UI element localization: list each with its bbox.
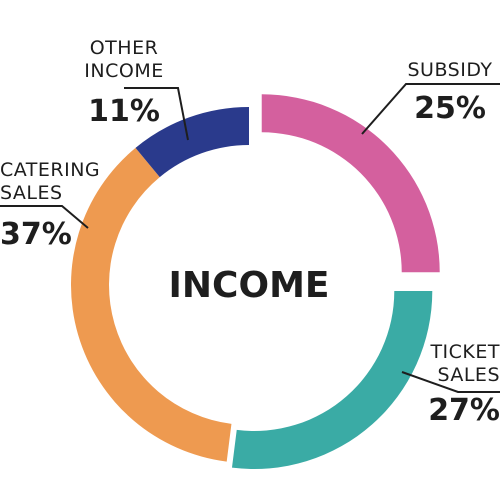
- slice-catering-sales: [70, 147, 232, 462]
- slice-labels: SUBSIDY25%TICKETSALES27%CATERINGSALES37%…: [0, 37, 500, 428]
- label-name-other-income-1: OTHER: [90, 37, 159, 59]
- label-name-ticket-sales-2: SALES: [437, 364, 500, 386]
- leader-lines: [0, 83, 500, 393]
- label-value-subsidy: 25%: [414, 91, 486, 126]
- leader-line-ticket-sales: [401, 371, 500, 393]
- label-value-catering-sales: 37%: [0, 217, 72, 252]
- leader-line-catering-sales: [0, 205, 89, 229]
- leader-line-subsidy: [361, 83, 500, 135]
- label-value-other-income: 11%: [88, 94, 160, 129]
- label-name-subsidy-1: SUBSIDY: [407, 59, 492, 81]
- slice-other-income: [135, 107, 249, 178]
- slice-ticket-sales: [231, 291, 433, 470]
- label-value-ticket-sales: 27%: [428, 393, 500, 428]
- chart-title: INCOME: [169, 265, 330, 306]
- donut-slices: [70, 94, 440, 470]
- label-name-catering-sales-2: SALES: [0, 182, 63, 204]
- label-name-other-income-2: INCOME: [84, 60, 163, 82]
- label-name-ticket-sales-1: TICKET: [429, 341, 500, 363]
- leader-line-other-income: [124, 87, 189, 141]
- label-name-catering-sales-1: CATERING: [0, 159, 100, 181]
- slice-subsidy: [261, 94, 440, 273]
